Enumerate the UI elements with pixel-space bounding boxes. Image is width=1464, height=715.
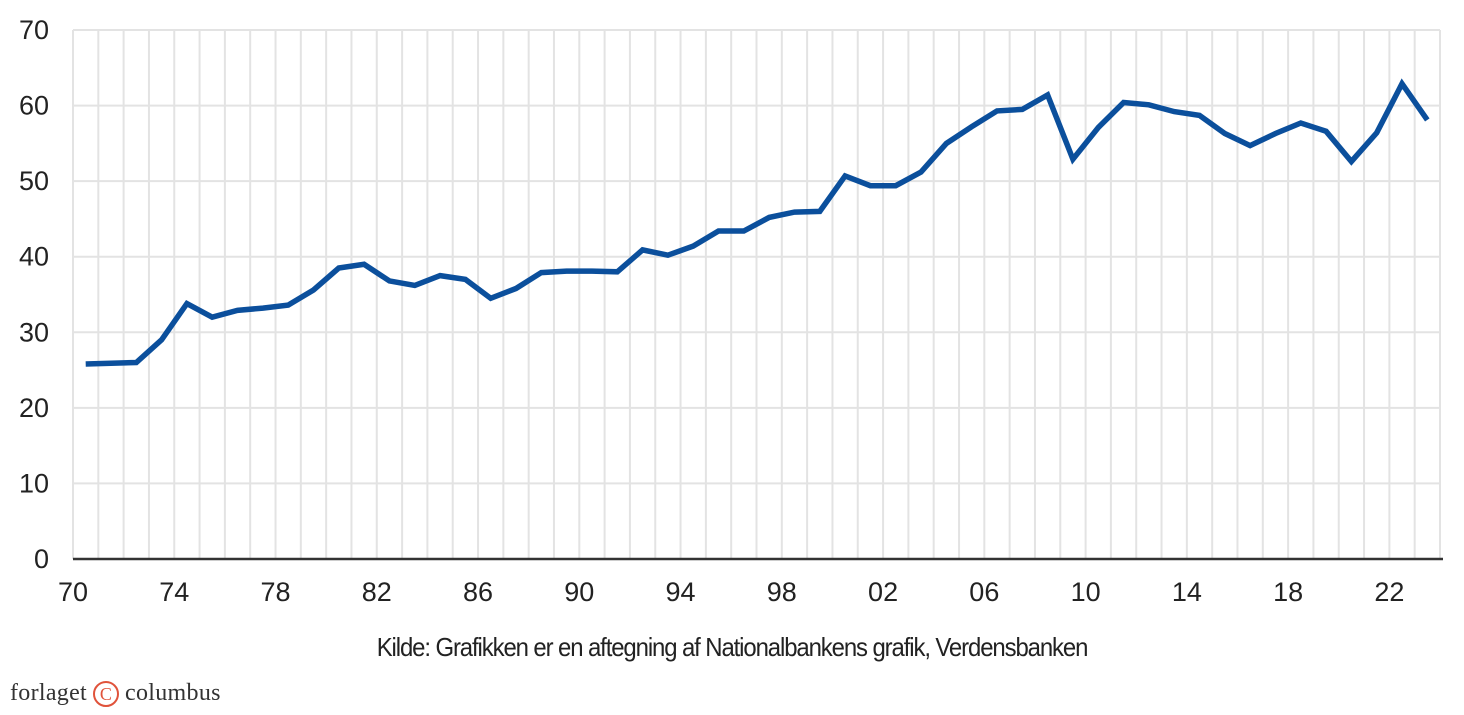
x-tick-label: 90 bbox=[564, 577, 594, 607]
data-line bbox=[85, 78, 1430, 367]
x-tick-label: 74 bbox=[159, 577, 189, 607]
x-tick-label: 02 bbox=[868, 577, 898, 607]
x-tick-label: 18 bbox=[1273, 577, 1303, 607]
x-tick-label: 82 bbox=[362, 577, 392, 607]
y-tick-label: 10 bbox=[19, 468, 49, 498]
x-tick-label: 98 bbox=[767, 577, 797, 607]
x-tick-label: 06 bbox=[969, 577, 999, 607]
copyright-icon: C bbox=[93, 680, 120, 707]
y-tick-label: 50 bbox=[19, 166, 49, 196]
line-chart: 0 10 20 30 40 50 60 70 70 74 78 82 86 90 94 98 02 06 10 14… bbox=[19, 15, 1443, 607]
publisher-logo: forlaget C columbus bbox=[10, 680, 221, 707]
x-axis-ticks: 70 74 78 82 86 90 94 98 02 06 10 14 18 22 bbox=[58, 577, 1404, 607]
gridlines bbox=[72, 29, 1441, 559]
y-tick-label: 60 bbox=[19, 91, 49, 121]
x-tick-label: 22 bbox=[1374, 577, 1404, 607]
x-tick-label: 14 bbox=[1172, 577, 1202, 607]
x-tick-label: 78 bbox=[260, 577, 290, 607]
y-tick-label: 70 bbox=[19, 15, 49, 45]
x-tick-label: 86 bbox=[463, 577, 493, 607]
source-caption: Kilde: Grafikken er en aftegning af Nati… bbox=[376, 632, 1089, 662]
y-tick-label: 40 bbox=[19, 242, 49, 272]
y-axis-ticks: 0 10 20 30 40 50 60 70 bbox=[19, 15, 49, 574]
logo-text-left: forlaget bbox=[10, 680, 88, 706]
y-tick-label: 20 bbox=[19, 393, 49, 423]
logo-text-right: columbus bbox=[125, 680, 221, 706]
x-tick-label: 94 bbox=[666, 577, 696, 607]
y-tick-label: 30 bbox=[19, 317, 49, 347]
x-tick-label: 10 bbox=[1071, 577, 1101, 607]
x-tick-label: 70 bbox=[58, 577, 88, 607]
y-tick-label: 0 bbox=[34, 544, 49, 574]
